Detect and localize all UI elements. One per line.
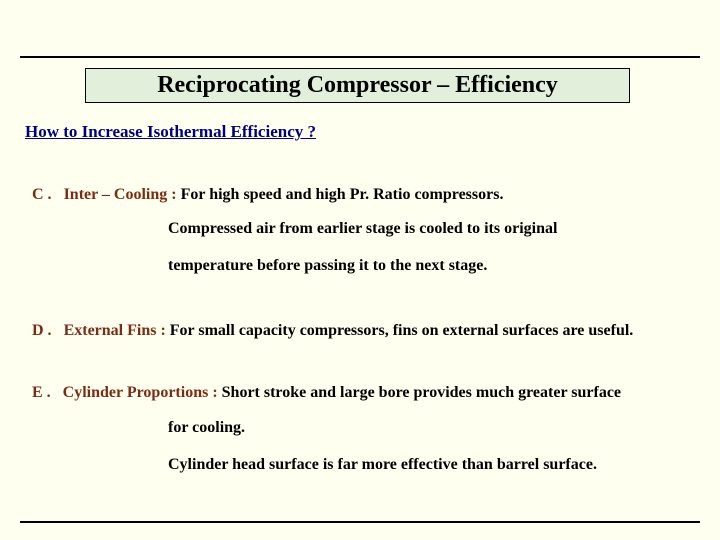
item-e-line3: Cylinder head surface is far more effect… (168, 456, 597, 474)
item-d-line1: D . External Fins : For small capacity c… (32, 320, 695, 342)
slide-title: Reciprocating Compressor – Efficiency (157, 72, 558, 99)
item-d-label: External Fins : (64, 322, 166, 339)
item-c-line2: Compressed air from earlier stage is coo… (168, 220, 557, 238)
title-box: Reciprocating Compressor – Efficiency (85, 68, 630, 103)
item-c-label: Inter – Cooling : (64, 186, 177, 203)
bottom-horizontal-rule (20, 521, 700, 523)
item-c-line3: temperature before passing it to the nex… (168, 257, 487, 275)
subheading: How to Increase Isothermal Efficiency ? (25, 122, 316, 142)
item-d-letter: D . (32, 322, 52, 339)
item-c-line1: C . Inter – Cooling : For high speed and… (32, 184, 695, 206)
item-e-rest: Short stroke and large bore provides muc… (218, 384, 621, 401)
item-c-letter: C . (32, 186, 52, 203)
item-e-line1: E . Cylinder Proportions : Short stroke … (32, 382, 695, 404)
item-e-label: Cylinder Proportions : (63, 384, 218, 401)
top-horizontal-rule (20, 56, 700, 58)
item-d-rest: For small capacity compressors, fins on … (166, 322, 634, 339)
item-e-line2: for cooling. (168, 419, 245, 437)
item-e-letter: E . (32, 384, 51, 401)
item-c-rest: For high speed and high Pr. Ratio compre… (177, 186, 504, 203)
